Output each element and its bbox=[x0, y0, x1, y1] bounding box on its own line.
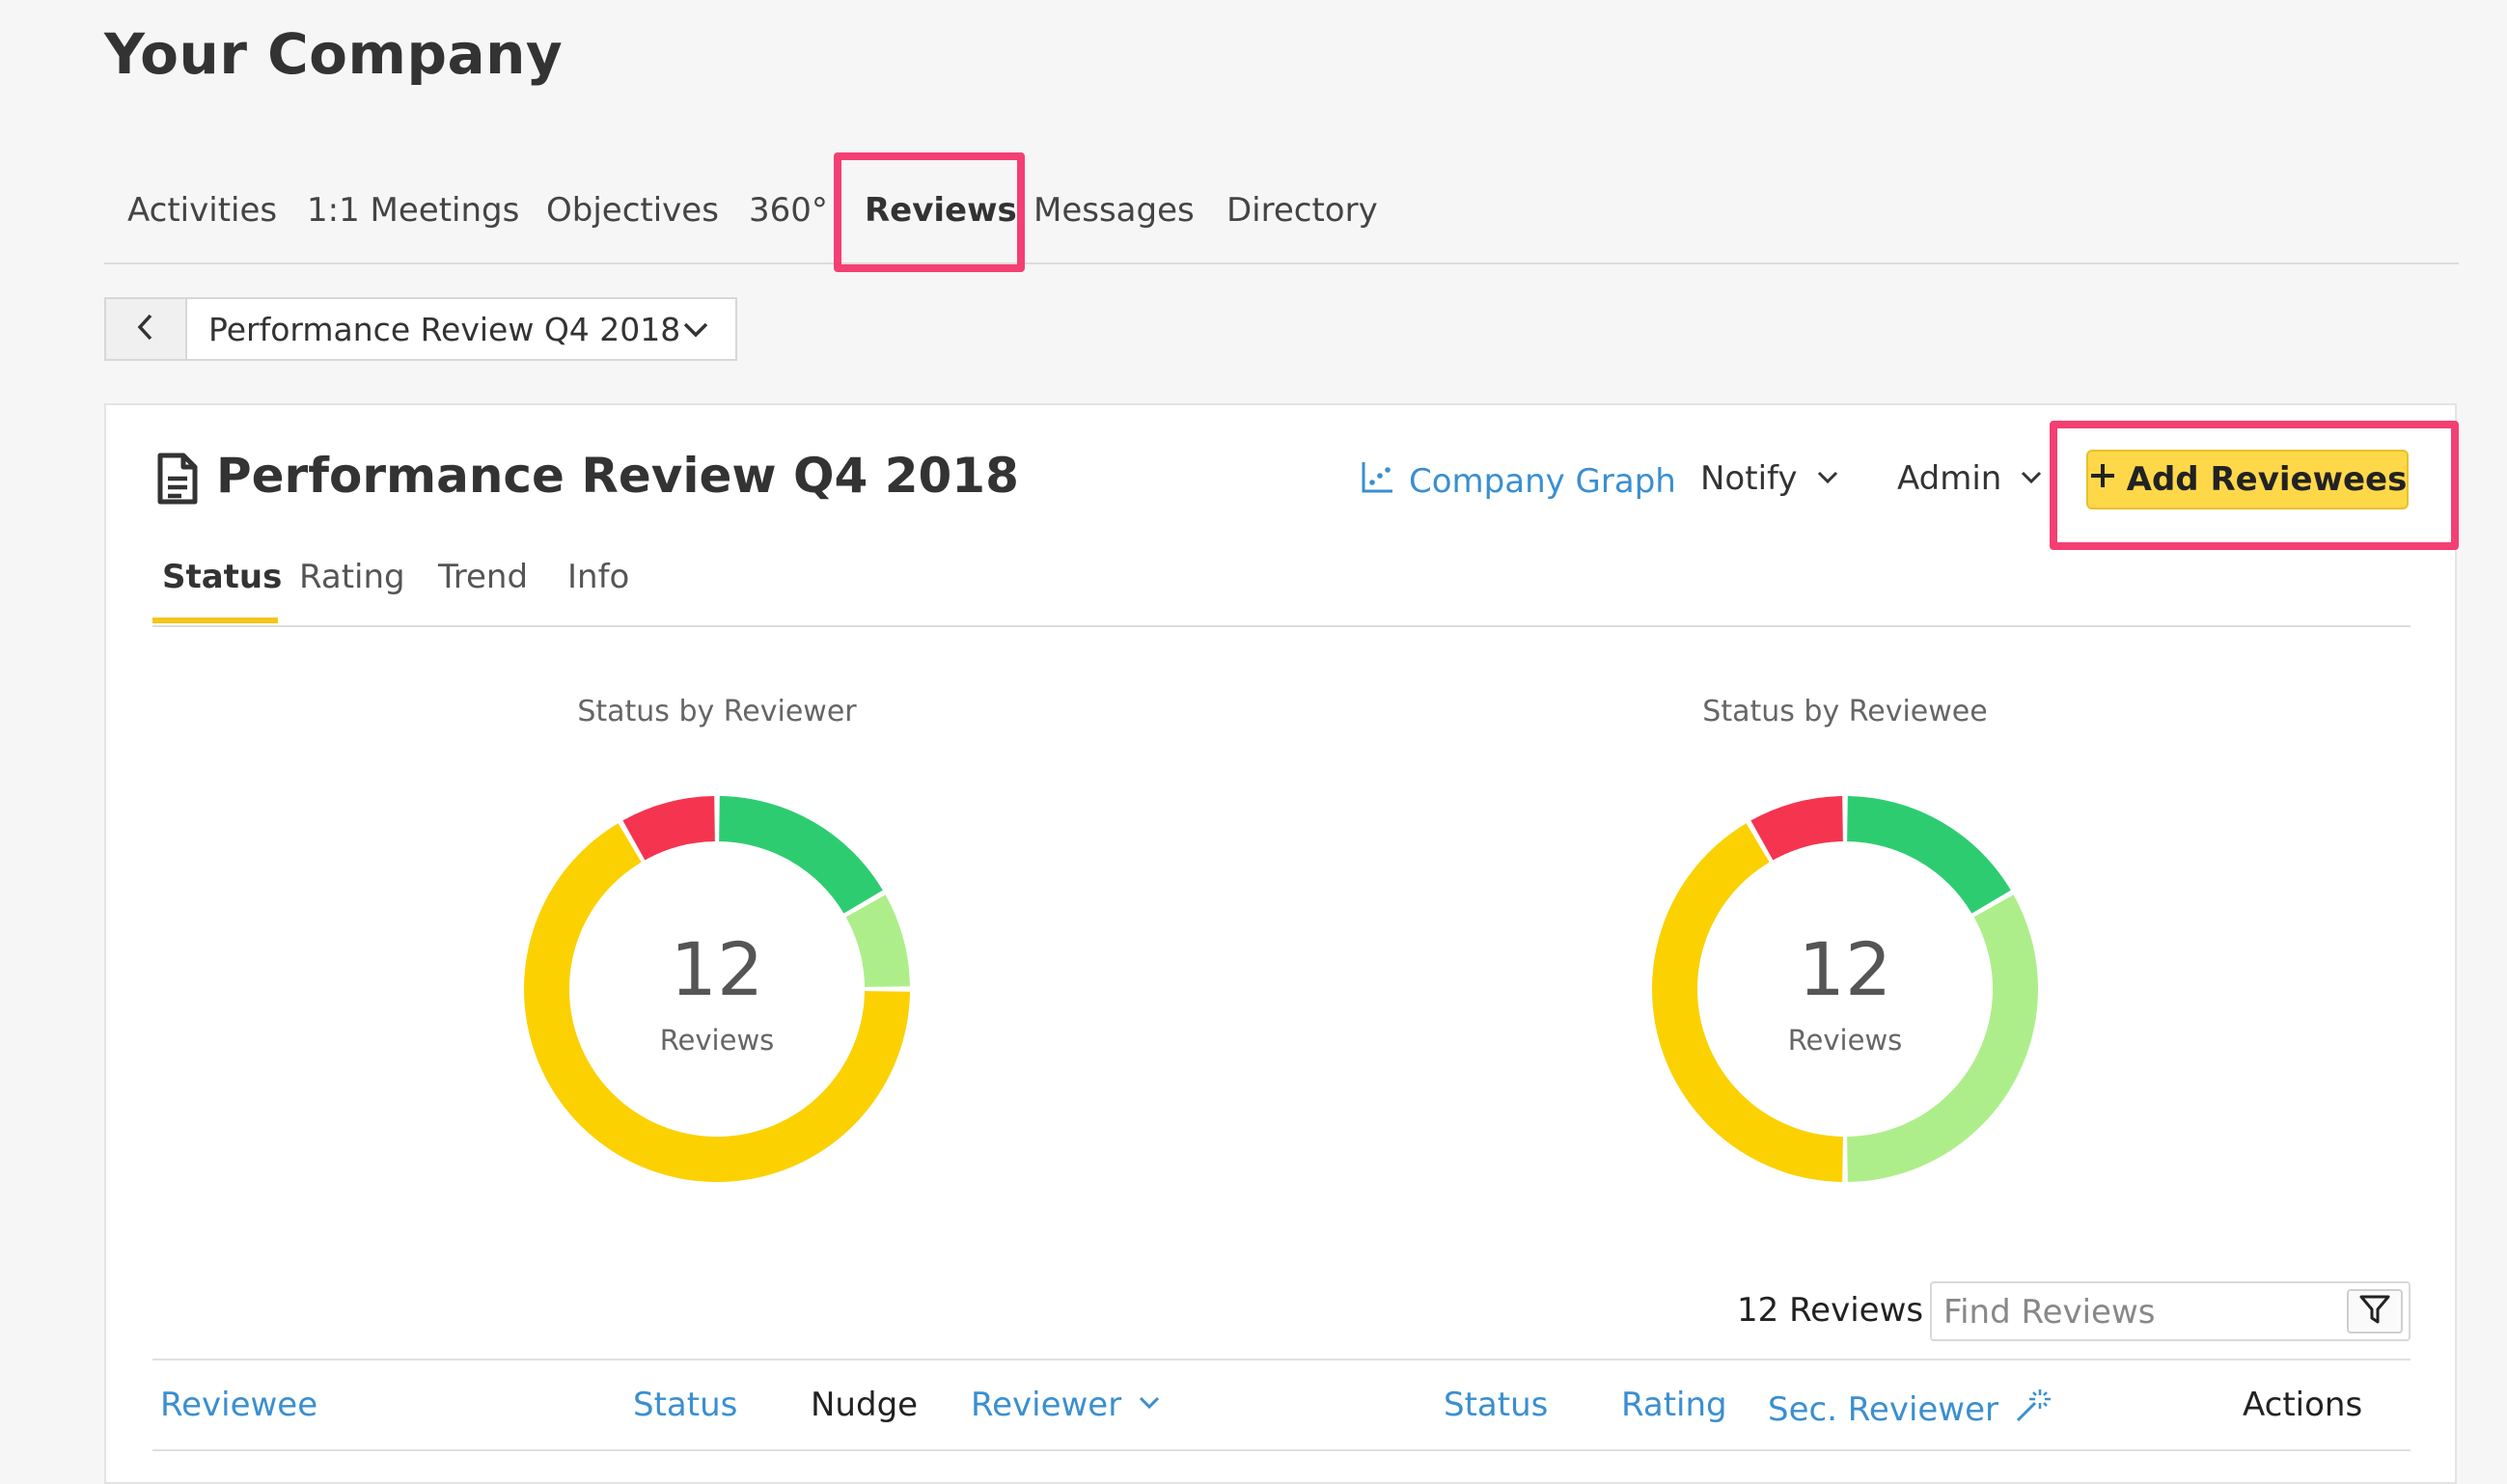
donut-slice-light-green[interactable] bbox=[845, 894, 910, 987]
reviews-count: 12 Reviews bbox=[1737, 1291, 1924, 1330]
status-by-reviewee-donut: 12 Reviews bbox=[1652, 796, 2038, 1182]
review-subtabs: Status Rating Trend Info bbox=[152, 538, 2411, 627]
column-rating[interactable]: Rating bbox=[1621, 1386, 1727, 1424]
chart-title-reviewer: Status by Reviewer bbox=[577, 695, 857, 728]
donut-center-value: 12 bbox=[671, 926, 764, 1012]
subtab-status[interactable]: Status bbox=[162, 558, 283, 596]
plus-icon bbox=[2088, 460, 2117, 499]
column-reviewee[interactable]: Reviewee bbox=[160, 1386, 318, 1424]
filter-icon bbox=[2358, 1294, 2391, 1329]
donut-slice-light-green[interactable] bbox=[1847, 894, 2038, 1182]
column-reviewer-label: Reviewer bbox=[971, 1386, 1122, 1424]
subtab-info[interactable]: Info bbox=[567, 558, 630, 596]
find-reviews-search bbox=[1930, 1281, 2411, 1341]
subtab-trend[interactable]: Trend bbox=[438, 558, 529, 596]
nav-tab-directory[interactable]: Directory bbox=[1226, 191, 1378, 230]
column-nudge: Nudge bbox=[811, 1386, 919, 1424]
company-name: Your Company bbox=[104, 21, 564, 87]
company-graph-link[interactable]: Company Graph bbox=[1361, 459, 1676, 503]
add-reviewees-label: Add Reviewees bbox=[2126, 460, 2408, 499]
nav-tab-360[interactable]: 360° bbox=[749, 191, 828, 230]
donut-slice-red[interactable] bbox=[622, 796, 715, 861]
column-actions: Actions bbox=[2243, 1386, 2363, 1424]
magic-wand-icon bbox=[2014, 1386, 2054, 1433]
donut-center-value: 12 bbox=[1799, 926, 1892, 1012]
add-reviewees-button[interactable]: Add Reviewees bbox=[2086, 450, 2409, 509]
review-title: Performance Review Q4 2018 bbox=[216, 448, 1019, 504]
add-reviewees-highlight bbox=[2050, 421, 2459, 550]
table-divider bbox=[152, 1359, 2411, 1360]
nav-tab-objectives[interactable]: Objectives bbox=[546, 191, 719, 230]
status-by-reviewer-donut: 12 Reviews bbox=[524, 796, 910, 1182]
chevron-down-icon bbox=[2019, 459, 2044, 498]
chart-title-reviewee: Status by Reviewee bbox=[1702, 695, 1988, 728]
donut-slice-green[interactable] bbox=[1847, 796, 2011, 914]
donut-center-label: Reviews bbox=[660, 1024, 775, 1057]
review-select-value[interactable]: Performance Review Q4 2018 bbox=[208, 311, 681, 348]
admin-dropdown[interactable]: Admin bbox=[1897, 459, 2044, 498]
scatter-chart-icon bbox=[1361, 459, 1395, 503]
donut-slice-green[interactable] bbox=[719, 796, 883, 914]
admin-label: Admin bbox=[1897, 459, 2002, 498]
nav-tab-meetings[interactable]: 1:1 Meetings bbox=[307, 191, 520, 230]
column-status-reviewer[interactable]: Status bbox=[1444, 1386, 1549, 1424]
nav-tab-reviews[interactable]: Reviews bbox=[865, 191, 1017, 230]
active-subtab-indicator bbox=[152, 618, 278, 623]
find-reviews-input[interactable] bbox=[1942, 1291, 2331, 1333]
notify-label: Notify bbox=[1700, 459, 1798, 498]
chevron-left-icon bbox=[135, 313, 156, 345]
nav-tab-activities[interactable]: Activities bbox=[127, 191, 278, 230]
donut-center-label: Reviews bbox=[1788, 1024, 1903, 1057]
donut-slice-red[interactable] bbox=[1750, 796, 1843, 861]
nav-tab-messages[interactable]: Messages bbox=[1033, 191, 1195, 230]
chevron-down-icon[interactable] bbox=[681, 315, 710, 347]
donut-slice-yellow[interactable] bbox=[1652, 823, 1843, 1182]
review-selector: Performance Review Q4 2018 bbox=[104, 297, 737, 361]
column-sec-reviewer[interactable]: Sec. Reviewer bbox=[1768, 1386, 2054, 1433]
subtab-rating[interactable]: Rating bbox=[299, 558, 405, 596]
column-status[interactable]: Status bbox=[633, 1386, 738, 1424]
notify-dropdown[interactable]: Notify bbox=[1700, 459, 1840, 498]
document-icon bbox=[154, 452, 201, 509]
filter-button[interactable] bbox=[2347, 1289, 2403, 1333]
chevron-down-icon bbox=[1137, 1386, 1162, 1424]
company-graph-label: Company Graph bbox=[1409, 461, 1676, 501]
column-reviewer[interactable]: Reviewer bbox=[971, 1386, 1162, 1424]
back-button[interactable] bbox=[106, 299, 187, 359]
column-sec-reviewer-label: Sec. Reviewer bbox=[1768, 1389, 1999, 1429]
reviews-tab-highlight bbox=[834, 152, 1025, 272]
chevron-down-icon bbox=[1815, 459, 1840, 498]
main-nav: Activities 1:1 Meetings Objectives 360° … bbox=[104, 145, 2459, 264]
table-divider bbox=[152, 1449, 2411, 1451]
